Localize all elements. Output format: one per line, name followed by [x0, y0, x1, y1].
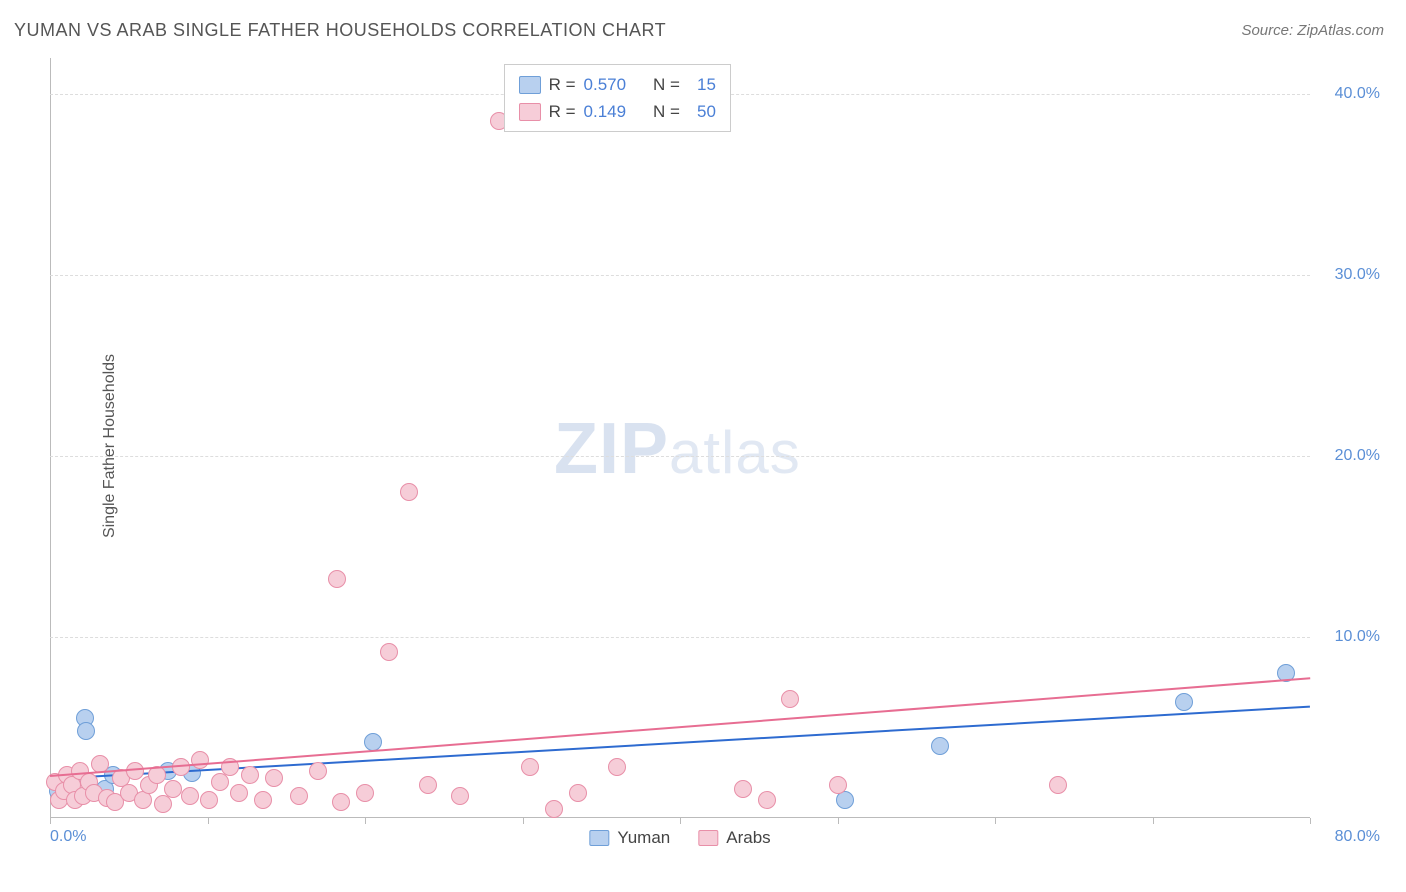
data-point — [380, 643, 398, 661]
data-point — [77, 722, 95, 740]
x-tick — [1310, 818, 1311, 824]
data-point — [1175, 693, 1193, 711]
stat-r-label: R = — [549, 98, 576, 125]
legend-swatch — [519, 103, 541, 121]
chart-title: YUMAN VS ARAB SINGLE FATHER HOUSEHOLDS C… — [14, 20, 666, 41]
data-point — [829, 776, 847, 794]
data-point — [181, 787, 199, 805]
data-point — [781, 690, 799, 708]
chart-container: YUMAN VS ARAB SINGLE FATHER HOUSEHOLDS C… — [0, 0, 1406, 892]
legend-swatch — [589, 830, 609, 846]
y-tick-label: 20.0% — [1320, 447, 1380, 465]
x-tick — [208, 818, 209, 824]
stat-n-label: N = — [644, 98, 680, 125]
plot-area: ZIPatlas 10.0%20.0%30.0%40.0%0.0%80.0%R … — [50, 58, 1310, 818]
data-point — [1049, 776, 1067, 794]
y-tick-label: 10.0% — [1320, 628, 1380, 646]
legend-item: Yuman — [589, 828, 670, 848]
stat-r-value: 0.570 — [584, 71, 636, 98]
stat-n-value: 50 — [688, 98, 716, 125]
data-point — [290, 787, 308, 805]
gridline — [50, 637, 1310, 638]
data-point — [758, 791, 776, 809]
legend-swatch — [698, 830, 718, 846]
x-tick — [50, 818, 51, 824]
legend-swatch — [519, 76, 541, 94]
x-tick — [838, 818, 839, 824]
data-point — [364, 733, 382, 751]
stat-r-value: 0.149 — [584, 98, 636, 125]
y-tick-label: 30.0% — [1320, 266, 1380, 284]
stats-row: R = 0.149 N = 50 — [519, 98, 716, 125]
regression-line — [50, 677, 1310, 777]
source-attribution: Source: ZipAtlas.com — [1241, 22, 1384, 39]
y-tick-label: 40.0% — [1320, 85, 1380, 103]
x-tick — [365, 818, 366, 824]
watermark-atlas: atlas — [669, 419, 801, 486]
x-tick — [995, 818, 996, 824]
stats-row: R = 0.570 N = 15 — [519, 71, 716, 98]
legend-item: Arabs — [698, 828, 770, 848]
data-point — [931, 737, 949, 755]
x-min-label: 0.0% — [50, 828, 86, 846]
data-point — [126, 762, 144, 780]
x-tick — [1153, 818, 1154, 824]
data-point — [241, 766, 259, 784]
gridline — [50, 456, 1310, 457]
data-point — [356, 784, 374, 802]
data-point — [419, 776, 437, 794]
data-point — [164, 780, 182, 798]
bottom-legend: Yuman Arabs — [589, 828, 770, 848]
data-point — [332, 793, 350, 811]
x-tick — [680, 818, 681, 824]
stat-r-label: R = — [549, 71, 576, 98]
x-max-label: 80.0% — [1320, 828, 1380, 846]
stat-n-label: N = — [644, 71, 680, 98]
data-point — [328, 570, 346, 588]
legend-label: Yuman — [617, 828, 670, 848]
data-point — [230, 784, 248, 802]
data-point — [200, 791, 218, 809]
data-point — [191, 751, 209, 769]
data-point — [254, 791, 272, 809]
stat-n-value: 15 — [688, 71, 716, 98]
watermark: ZIPatlas — [554, 408, 801, 490]
data-point — [608, 758, 626, 776]
data-point — [265, 769, 283, 787]
watermark-zip: ZIP — [554, 409, 669, 489]
legend-label: Arabs — [726, 828, 770, 848]
data-point — [309, 762, 327, 780]
stats-legend-box: R = 0.570 N = 15 R = 0.149 N = 50 — [504, 64, 731, 132]
gridline — [50, 275, 1310, 276]
data-point — [734, 780, 752, 798]
data-point — [569, 784, 587, 802]
x-tick — [523, 818, 524, 824]
data-point — [451, 787, 469, 805]
regression-line — [50, 706, 1310, 780]
data-point — [521, 758, 539, 776]
data-point — [400, 483, 418, 501]
data-point — [545, 800, 563, 818]
y-axis-line — [50, 58, 51, 818]
